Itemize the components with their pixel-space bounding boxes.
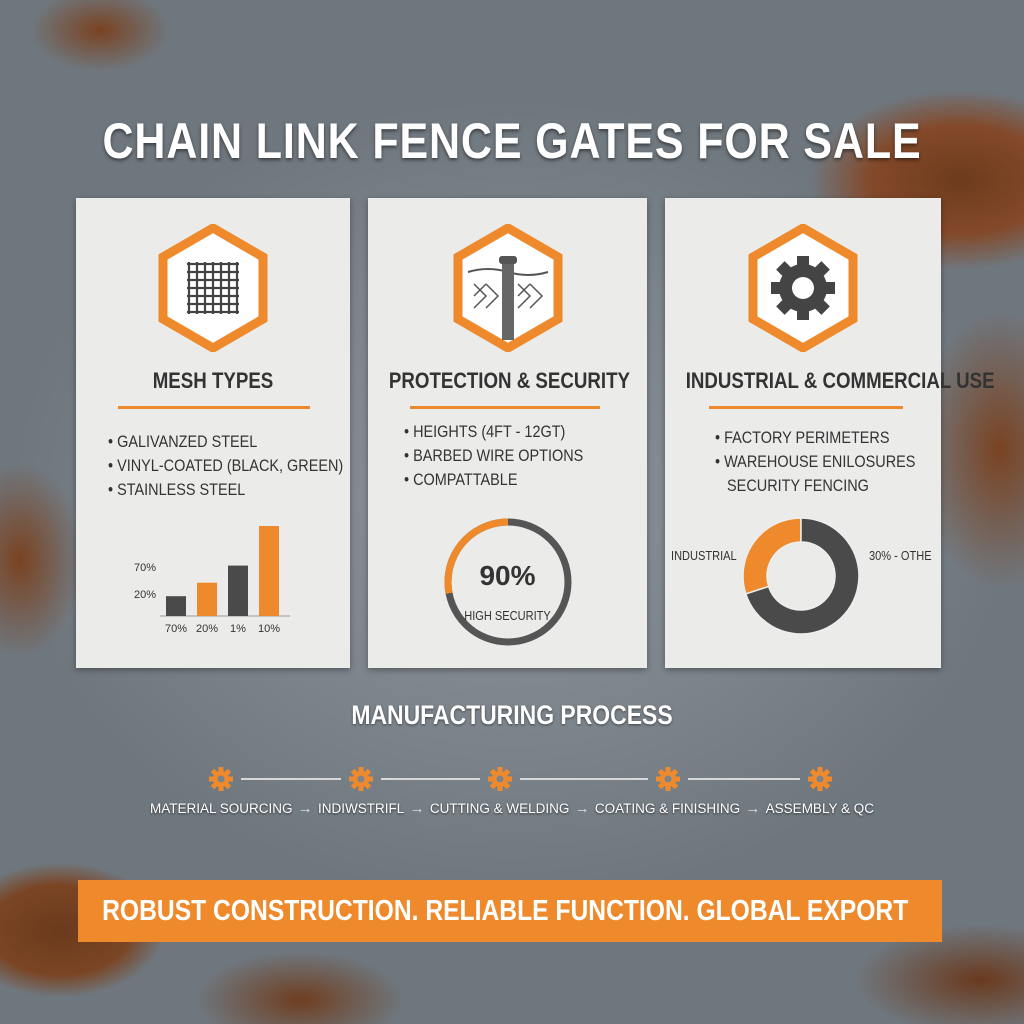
process-title: MANUFACTURING PROCESS	[351, 700, 673, 730]
donut-slice	[744, 517, 860, 635]
connector-line	[381, 778, 480, 780]
process-step: COATING & FINISHING	[594, 801, 741, 816]
bullet-item: SECURITY FENCING	[727, 476, 869, 495]
connector-line	[519, 778, 648, 780]
tagline-banner: ROBUST CONSTRUCTION. RELIABLE FUNCTION. …	[78, 880, 942, 942]
gear-tooth	[776, 261, 795, 280]
gear-icon	[209, 767, 234, 791]
y-tick-label: 20%	[134, 589, 156, 601]
gear-icon	[807, 767, 832, 791]
panel-mesh-types: MESH TYPES • GALIVANZED STEEL • VINYL-CO…	[76, 198, 350, 668]
gear-tooth	[811, 261, 830, 280]
panel-protection-security: PROTECTION & SECURITY • HEIGHTS (4FT - 1…	[368, 198, 647, 668]
panel-heading: PROTECTION & SECURITY	[388, 368, 630, 393]
x-tick-label: 20%	[196, 623, 218, 635]
bar	[228, 565, 248, 616]
panel-industrial-commercial: INDUSTRIAL & COMMERCIAL USE • FACTORY PE…	[665, 198, 995, 668]
bullet-item: • FACTORY PERIMETERS	[715, 428, 890, 447]
x-tick-label: 10%	[258, 623, 280, 635]
x-tick-label: 70%	[165, 623, 187, 635]
bar	[197, 582, 217, 616]
divider	[410, 406, 600, 409]
page-title: CHAIN LINK FENCE GATES FOR SALE	[102, 113, 922, 169]
bullet-item: • COMPATTABLE	[404, 470, 518, 489]
donut-slice	[742, 517, 802, 595]
gear-tooth	[797, 306, 809, 320]
gear-tooth	[776, 296, 795, 315]
arrow-icon: →	[297, 800, 313, 817]
process-step: INDIWSTRIFL	[318, 801, 405, 816]
gauge-fill	[444, 518, 572, 646]
gauge-label: HIGH SECURITY	[464, 608, 551, 623]
x-tick-label: 1%	[230, 623, 246, 635]
gear-icon	[655, 767, 680, 791]
divider	[709, 406, 903, 409]
bar-chart: 70% 20% 1% 10% 20% 70%	[134, 526, 290, 635]
mesh-grid-icon	[158, 224, 268, 352]
y-tick-label: 70%	[134, 562, 156, 574]
gear-tooth	[811, 296, 830, 315]
gear-tooth	[771, 282, 785, 294]
gear-tooth	[821, 282, 835, 294]
usage-donut-chart	[742, 517, 860, 635]
panel-heading: INDUSTRIAL & COMMERCIAL USE	[685, 368, 995, 393]
bullet-item: • HEIGHTS (4FT - 12GT)	[404, 422, 566, 441]
process-step: ASSEMBLY & QC	[765, 801, 874, 816]
tagline-text: ROBUST CONSTRUCTION. RELIABLE FUNCTION. …	[101, 894, 909, 927]
bullet-item: • VINYL-COATED (BLACK, GREEN)	[108, 456, 344, 475]
gear-icon	[487, 767, 512, 791]
arrow-icon: →	[745, 800, 761, 817]
bullet-item: • WAREHOUSE ENILOSURES	[715, 452, 916, 471]
donut-label-other: 30% - OTHE	[869, 548, 932, 563]
fence-post-barbed-wire-icon	[453, 224, 562, 352]
connector-line	[687, 778, 800, 780]
arrow-icon: →	[574, 800, 590, 817]
process-step: CUTTING & WELDING	[429, 801, 570, 816]
gauge-value: 90%	[479, 560, 536, 591]
connector-line	[241, 778, 342, 780]
bar	[259, 526, 279, 616]
bullet-list: • HEIGHTS (4FT - 12GT) • BARBED WIRE OPT…	[404, 420, 583, 492]
gear-icon	[349, 767, 374, 791]
panel-heading: MESH TYPES	[152, 368, 274, 393]
bullet-list: • GALIVANZED STEEL • VINYL-COATED (BLACK…	[108, 430, 343, 502]
bar	[166, 596, 186, 616]
divider	[118, 406, 310, 409]
donut-label-industrial: INDUSTRIAL	[671, 548, 737, 563]
arrow-icon: →	[409, 800, 425, 817]
gear-icon	[748, 224, 858, 352]
bullet-item: • BARBED WIRE OPTIONS	[404, 446, 584, 465]
gear-tooth	[797, 256, 809, 270]
bullet-list: • FACTORY PERIMETERS • WAREHOUSE ENILOSU…	[715, 426, 915, 498]
bullet-item: • STAINLESS STEEL	[108, 480, 246, 499]
bullet-item: • GALIVANZED STEEL	[108, 432, 258, 451]
process-steps-row: MATERIAL SOURCING → INDIWSTRIFL → CUTTING & …	[150, 800, 874, 817]
process-step: MATERIAL SOURCING	[150, 801, 293, 816]
security-ring-gauge	[444, 518, 572, 646]
